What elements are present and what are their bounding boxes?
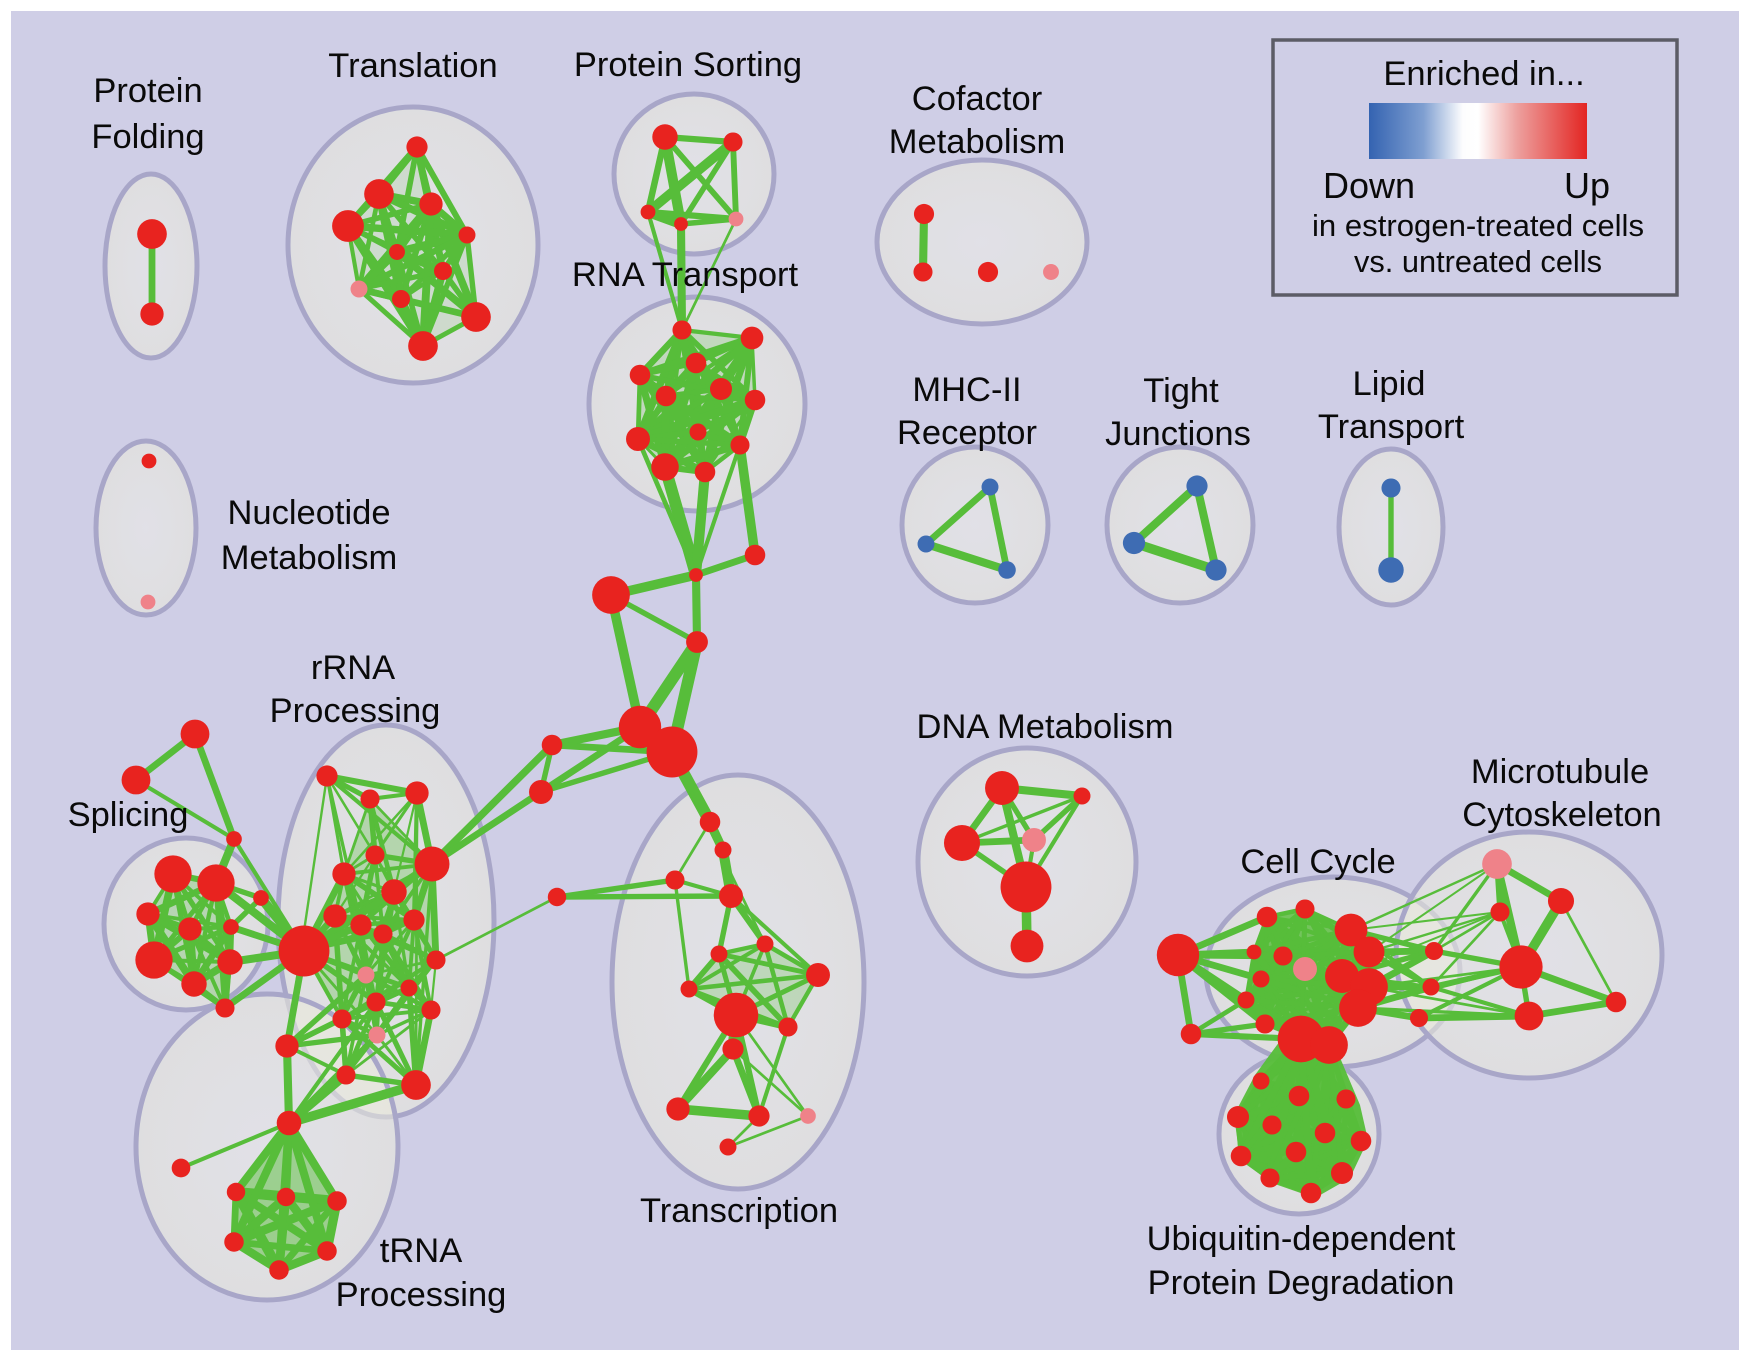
svg-text:Transcription: Transcription (640, 1192, 838, 1230)
svg-text:Up: Up (1564, 165, 1610, 206)
svg-text:Enriched in...: Enriched in... (1383, 55, 1584, 93)
svg-text:Protein Degradation: Protein Degradation (1148, 1264, 1455, 1302)
svg-text:Down: Down (1323, 165, 1415, 206)
svg-text:Transport: Transport (1318, 408, 1465, 446)
svg-text:Protein: Protein (93, 72, 202, 110)
svg-text:vs. untreated cells: vs. untreated cells (1354, 244, 1602, 279)
svg-text:rRNA: rRNA (311, 649, 395, 687)
svg-text:RNA Transport: RNA Transport (572, 256, 799, 294)
svg-text:Translation: Translation (328, 47, 497, 85)
svg-text:Microtubule: Microtubule (1471, 753, 1649, 791)
svg-text:Processing: Processing (270, 692, 441, 730)
svg-text:Protein Sorting: Protein Sorting (574, 46, 802, 84)
svg-text:Receptor: Receptor (897, 414, 1037, 452)
svg-text:Metabolism: Metabolism (221, 539, 397, 577)
svg-text:Cytoskeleton: Cytoskeleton (1462, 796, 1661, 834)
svg-text:Splicing: Splicing (68, 796, 189, 834)
svg-text:Tight: Tight (1143, 372, 1219, 410)
svg-text:Cell Cycle: Cell Cycle (1240, 843, 1395, 881)
svg-text:Junctions: Junctions (1105, 415, 1251, 453)
svg-text:in estrogen-treated cells: in estrogen-treated cells (1312, 208, 1644, 243)
svg-text:Nucleotide: Nucleotide (227, 494, 390, 532)
svg-text:MHC-II: MHC-II (912, 371, 1021, 409)
svg-text:Folding: Folding (91, 118, 204, 156)
svg-text:Metabolism: Metabolism (889, 123, 1065, 161)
svg-text:tRNA: tRNA (380, 1232, 462, 1270)
svg-text:Processing: Processing (336, 1276, 507, 1314)
svg-text:Lipid: Lipid (1353, 365, 1426, 403)
svg-text:DNA Metabolism: DNA Metabolism (917, 708, 1174, 746)
svg-text:Cofactor: Cofactor (912, 80, 1042, 118)
svg-text:Ubiquitin-dependent: Ubiquitin-dependent (1147, 1220, 1456, 1258)
